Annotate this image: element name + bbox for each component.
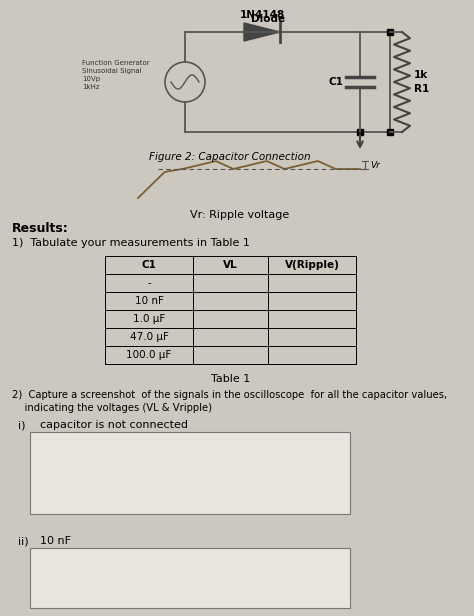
Text: Table 1: Table 1 [211,374,250,384]
Polygon shape [244,23,280,41]
Text: 10 nF: 10 nF [40,536,71,546]
Text: V(Ripple): V(Ripple) [284,260,339,270]
Text: 47.0 μF: 47.0 μF [129,332,168,342]
Text: Results:: Results: [12,222,69,235]
Text: VL: VL [223,260,238,270]
Text: 2)  Capture a screenshot  of the signals in the oscilloscope  for all the capaci: 2) Capture a screenshot of the signals i… [12,390,447,400]
Text: 1)  Tabulate your measurements in Table 1: 1) Tabulate your measurements in Table 1 [12,238,250,248]
Text: Vr: Vr [370,161,380,169]
Text: C1: C1 [142,260,156,270]
Text: 1N4148: 1N4148 [239,10,284,20]
Text: 100.0 μF: 100.0 μF [127,350,172,360]
Text: 1k: 1k [414,70,428,80]
Text: i): i) [18,420,26,430]
Text: 10 nF: 10 nF [135,296,164,306]
Text: R1: R1 [414,84,429,94]
Text: Figure 2: Capacitor Connection: Figure 2: Capacitor Connection [149,152,311,162]
Text: indicating the voltages (VL & Vripple): indicating the voltages (VL & Vripple) [12,403,212,413]
Text: capacitor is not connected: capacitor is not connected [40,420,188,430]
Text: C1: C1 [328,77,343,87]
Text: 1.0 μF: 1.0 μF [133,314,165,324]
Text: Diode: Diode [251,14,285,24]
Text: ii): ii) [18,536,28,546]
Text: -: - [147,278,151,288]
Bar [30,548,350,608]
Bar [30,432,350,514]
Text: Vr: Ripple voltage: Vr: Ripple voltage [191,210,290,220]
Text: Function Generator
Sinusoidal Signal
10Vp
1kHz: Function Generator Sinusoidal Signal 10V… [82,60,150,90]
